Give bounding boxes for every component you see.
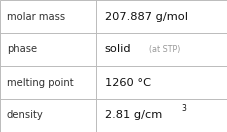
Text: (at STP): (at STP) xyxy=(149,45,180,54)
Text: 207.887 g/mol: 207.887 g/mol xyxy=(104,11,187,22)
Text: 2.81 g/cm: 2.81 g/cm xyxy=(104,110,161,121)
Text: 1260 °C: 1260 °C xyxy=(104,77,150,88)
Text: density: density xyxy=(7,110,43,121)
Text: solid: solid xyxy=(104,44,131,55)
Text: molar mass: molar mass xyxy=(7,11,65,22)
Text: 3: 3 xyxy=(180,104,185,113)
Text: phase: phase xyxy=(7,44,37,55)
Text: melting point: melting point xyxy=(7,77,73,88)
